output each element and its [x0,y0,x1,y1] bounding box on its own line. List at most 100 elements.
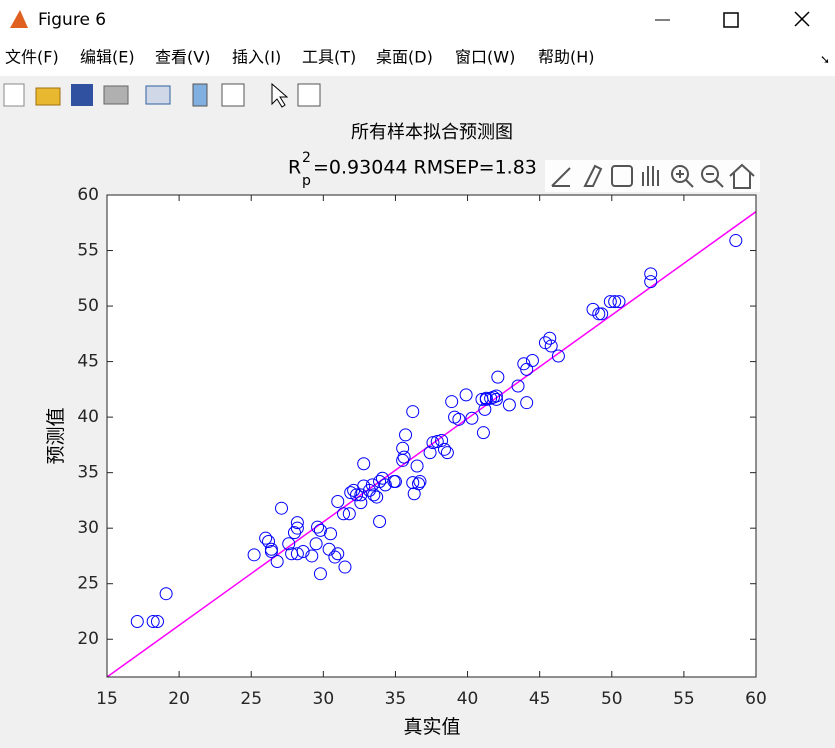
maximize-button[interactable] [723,12,739,28]
brush-icon[interactable] [551,167,571,187]
menu-item[interactable]: 插入(I) [232,48,281,67]
scatter-point [520,396,534,410]
menu-item[interactable]: 工具(T) [302,48,356,67]
y-axis-label: 预测值 [45,407,67,464]
scatter-point [440,446,454,460]
export-icon[interactable] [611,165,633,187]
scatter-point [365,478,379,492]
link-icon[interactable] [145,85,171,105]
scatter-point [406,476,420,490]
menu-item[interactable]: 窗口(W) [455,48,515,67]
zoom-in-icon[interactable] [671,165,689,183]
plot-area [107,195,756,677]
scatter-point [290,547,304,561]
scatter-point [282,537,296,551]
title-menu-bar [0,0,835,76]
menu-item[interactable]: 帮助(H) [538,48,595,67]
x-tick-label: 25 [240,689,262,709]
y-tick-label: 50 [77,296,99,316]
scatter-point [324,527,338,541]
scatter-point [592,307,606,321]
scatter-point [406,405,420,419]
menu-item[interactable]: 文件(F) [5,48,59,67]
axes-toolbar [545,160,760,192]
scatter-point [290,516,304,530]
scatter-point [354,488,368,502]
x-tick-label: 40 [457,689,479,709]
y-tick-label: 55 [77,241,99,261]
scatter-point [478,402,492,416]
scatter-point [445,395,459,409]
close-button[interactable] [794,11,810,27]
app-icon [10,10,28,28]
x-tick-label: 60 [745,689,767,709]
zoom-in-glyph[interactable] [676,170,694,188]
y-tick-label: 30 [77,518,99,538]
scatter-point [426,436,440,450]
new-icon[interactable] [3,83,25,107]
scatter-point [130,614,144,628]
y-tick-label: 60 [77,185,99,205]
scatter-point [159,587,173,601]
x-tick-label: 20 [168,689,190,709]
scatter-point [423,446,437,460]
scatter-point [396,441,410,455]
subtitle-sup: 2 [302,150,311,166]
scatter-point [264,545,278,559]
scatter-point [262,535,276,549]
scatter-point [388,475,402,489]
menu-bar: 文件(F) 编辑(E) 查看(V) 插入(I) 工具(T) 桌面(D) 窗口(W) 帮助(H) [5,48,595,67]
scatter-point [430,435,444,449]
subtitle-base: R [288,157,301,179]
menu-item[interactable]: 查看(V) [155,48,210,67]
pan-icon[interactable] [642,166,659,186]
scatter-point [543,331,557,345]
scatter-point [270,554,284,568]
pointer-icon[interactable] [271,82,289,108]
property-icon[interactable] [297,83,321,107]
scatter-point [437,442,451,456]
scatter-point [338,560,352,574]
menu-item[interactable]: 桌面(D) [376,48,433,67]
scatter-point [313,567,327,581]
scatter-point [644,267,658,281]
window-title: Figure 6 [38,10,106,30]
scatter-point [476,426,490,440]
toolbar [3,82,321,108]
datatip-icon[interactable] [583,164,603,187]
x-tick-label: 35 [385,689,407,709]
zoom-out-icon[interactable] [701,165,719,183]
x-tick-label: 50 [601,689,623,709]
scatter-point [311,520,325,534]
y-tick-label: 20 [77,629,99,649]
scatter-point [489,389,503,403]
zoom-out-glyph[interactable] [706,173,724,188]
scatter-point [146,614,160,628]
home-icon[interactable] [729,163,755,189]
chart: 15 20 25 30 35 40 45 50 55 60 20 25 30 35 40 45 50 55 60 [77,185,766,709]
x-tick-label: 45 [529,689,551,709]
save-icon[interactable] [71,84,93,106]
scatter-point [413,475,427,489]
scatter-point [373,515,387,529]
scatter-point [502,398,516,412]
menu-item[interactable]: 编辑(E) [80,48,135,67]
scatter-point [397,450,411,464]
scatter-point [729,234,743,248]
legend-icon[interactable] [221,83,245,107]
scatter-point [491,370,505,384]
scatter-point [313,523,327,537]
scatter-point [644,275,658,289]
scatter-point [290,521,304,535]
colorbar-icon[interactable] [192,83,208,107]
scatter-point [337,507,351,521]
y-tick-label: 40 [77,407,99,427]
print-icon[interactable] [103,85,129,105]
open-icon[interactable] [35,87,61,106]
scatter-point [435,433,449,447]
scatter-point [399,428,413,442]
menu-arrow[interactable]: ➘ [820,53,830,67]
scatter-point [247,548,261,562]
scatter-point [410,459,424,473]
